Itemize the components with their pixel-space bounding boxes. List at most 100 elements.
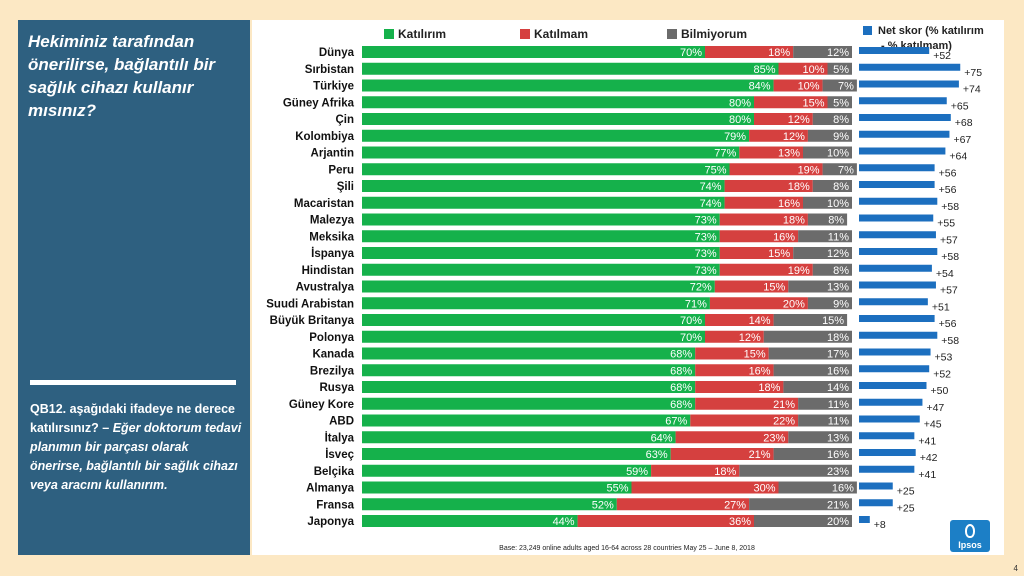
bar-net-score: [859, 415, 920, 423]
bar-net-score: [859, 114, 951, 121]
bar-disagree: [705, 330, 764, 343]
net-score-label: +53: [935, 352, 953, 364]
net-score-label: +50: [931, 385, 949, 397]
data-label-dontknow: 13%: [827, 282, 849, 294]
category-label: İspanya: [311, 247, 354, 260]
data-label-agree: 68%: [670, 382, 692, 394]
bar-agree: [362, 113, 754, 125]
bar-disagree: [616, 498, 750, 511]
bar-agree: [362, 364, 696, 377]
bar-disagree: [577, 515, 754, 527]
bar-agree: [362, 314, 705, 326]
data-label-agree: 59%: [626, 466, 648, 478]
divider: [30, 380, 236, 385]
bar-dontknow: [788, 431, 852, 444]
bar-net-score: [859, 80, 959, 88]
data-label-agree: 73%: [695, 231, 717, 243]
data-label-dontknow: 11%: [828, 416, 849, 428]
net-score-label: +52: [933, 50, 951, 62]
bar-dontknow: [793, 247, 852, 259]
data-label-dontknow: 9%: [833, 131, 849, 143]
net-score-label: +25: [897, 486, 915, 498]
data-label-dontknow: 8%: [828, 215, 844, 227]
bar-agree: [362, 62, 779, 75]
data-label-disagree: 20%: [783, 298, 805, 310]
bar-dontknow: [807, 129, 852, 142]
data-label-disagree: 19%: [798, 164, 820, 176]
data-label-dontknow: 8%: [833, 114, 849, 126]
bar-agree: [362, 180, 725, 192]
data-label-agree: 79%: [724, 131, 746, 143]
net-score-label: +67: [953, 134, 971, 146]
bar-net-score: [859, 197, 938, 205]
data-label-dontknow: 13%: [827, 432, 849, 444]
bar-agree: [362, 79, 774, 92]
net-score-label: +57: [940, 285, 958, 297]
data-label-agree: 52%: [592, 499, 614, 511]
bar-agree: [362, 330, 705, 343]
bar-dontknow: [812, 263, 852, 276]
legend-label-agree: Katılırım: [398, 27, 446, 41]
page-number: 4: [1013, 564, 1018, 573]
data-label-agree: 63%: [646, 449, 668, 461]
data-label-dontknow: 9%: [833, 298, 849, 310]
question-title: Hekiminiz tarafından önerilirse, bağlant…: [28, 32, 216, 120]
bar-dontknow: [822, 79, 857, 92]
bar-disagree: [719, 247, 794, 259]
net-score-label: +56: [939, 184, 957, 196]
bar-disagree: [695, 397, 799, 410]
data-label-dontknow: 20%: [827, 516, 849, 528]
data-label-dontknow: 14%: [827, 382, 849, 394]
logo-figure-icon: [965, 524, 975, 538]
net-score-label: +56: [939, 167, 957, 179]
stacked-bar-chart: Katılırım Katılmam Bilmiyorum Net skor (% k…: [266, 25, 984, 552]
net-score-label: +52: [933, 368, 951, 380]
bar-disagree: [724, 180, 813, 192]
data-label-dontknow: 23%: [827, 466, 849, 478]
data-label-disagree: 15%: [768, 248, 790, 260]
data-label-dontknow: 11%: [828, 231, 849, 243]
data-label-agree: 44%: [553, 516, 575, 528]
bar-net-score: [859, 315, 935, 322]
bar-agree: [362, 196, 725, 209]
bar-dontknow: [807, 213, 848, 226]
net-score-label: +58: [941, 251, 959, 263]
bar-dontknow: [768, 347, 852, 360]
data-label-disagree: 16%: [778, 198, 800, 210]
net-score-label: +41: [918, 435, 936, 447]
bar-dontknow: [812, 180, 852, 192]
question-code: QB12. aşağıdaki ifadeye ne derece katılı…: [30, 402, 235, 435]
category-label: Brezilya: [310, 365, 355, 377]
data-label-dontknow: 8%: [833, 181, 849, 193]
bar-dontknow: [783, 381, 852, 393]
net-score-label: +58: [941, 335, 959, 347]
data-label-dontknow: 10%: [827, 148, 849, 160]
bar-dontknow: [798, 397, 852, 410]
left-panel: Hekiminiz tarafından önerilirse, bağlant…: [18, 20, 250, 555]
data-label-agree: 70%: [680, 47, 702, 59]
data-label-disagree: 12%: [739, 332, 761, 344]
category-label: Arjantin: [311, 148, 354, 160]
data-label-agree: 85%: [753, 64, 775, 76]
bar-disagree: [705, 46, 794, 58]
category-label: İtalya: [325, 431, 355, 444]
data-label-dontknow: 18%: [827, 332, 849, 344]
bar-agree: [362, 297, 710, 310]
category-label: İsveç: [325, 448, 354, 461]
net-score-label: +8: [874, 519, 886, 531]
legend-label-disagree: Katılmam: [534, 27, 588, 41]
bar-agree: [362, 397, 696, 410]
bar-disagree: [729, 163, 823, 176]
bar-dontknow: [822, 163, 857, 176]
data-label-agree: 77%: [714, 148, 736, 160]
bar-net-score: [859, 432, 915, 440]
data-label-dontknow: 12%: [827, 47, 849, 59]
bar-dontknow: [749, 498, 852, 511]
net-score-label: +42: [920, 452, 938, 464]
data-label-disagree: 18%: [714, 466, 736, 478]
data-label-agree: 73%: [695, 248, 717, 260]
bar-agree: [362, 448, 671, 460]
category-label: ABD: [329, 416, 354, 428]
bar-disagree: [719, 230, 799, 243]
bar-dontknow: [773, 314, 848, 326]
